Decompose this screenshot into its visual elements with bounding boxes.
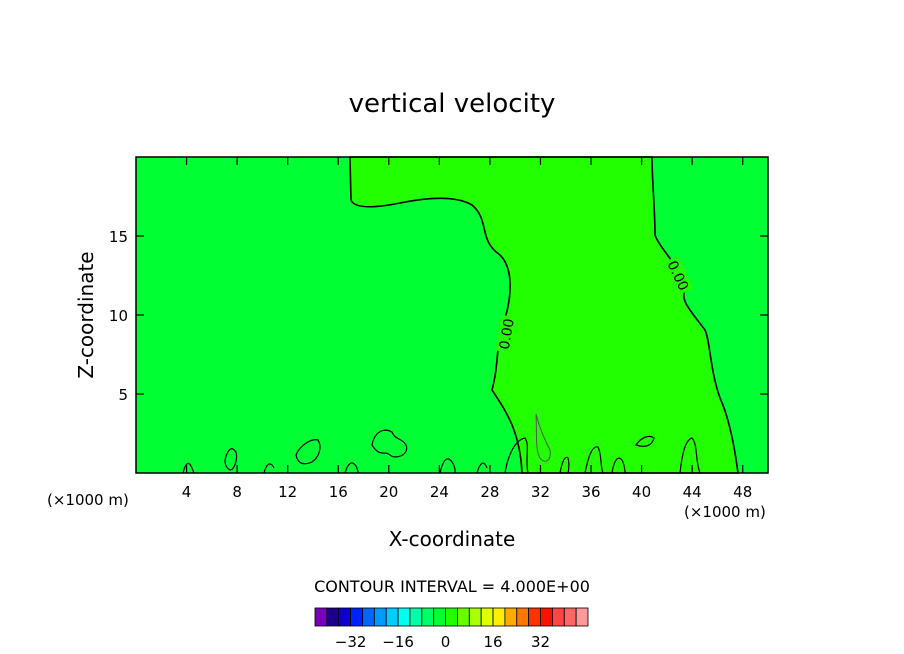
x-axis-label: X-coordinate bbox=[389, 527, 516, 551]
colorbar-swatch bbox=[504, 607, 518, 627]
colorbar-swatch bbox=[516, 607, 530, 627]
colorbar-swatch bbox=[421, 607, 435, 627]
colorbar-swatch bbox=[338, 607, 352, 627]
colorbar-swatch bbox=[326, 607, 340, 627]
contour-label-bg bbox=[495, 314, 518, 354]
contour-line-small-5 bbox=[224, 448, 238, 471]
x-tick-label: 20 bbox=[379, 483, 398, 501]
colorbar-swatch bbox=[492, 607, 506, 627]
contour-line-small-11 bbox=[584, 446, 604, 474]
colorbar-swatch bbox=[373, 607, 387, 627]
x-tick-label: 40 bbox=[632, 483, 651, 501]
plot-area: 0.000.00 bbox=[135, 156, 769, 474]
colorbar-swatch bbox=[480, 607, 494, 627]
x-tick-label: 8 bbox=[232, 483, 242, 501]
colorbar-swatch bbox=[433, 607, 446, 627]
colorbar-swatch bbox=[409, 607, 423, 627]
colorbar-tick-label: 0 bbox=[441, 633, 451, 651]
contour-label: 0.00 bbox=[497, 317, 518, 350]
contour-line-small-2 bbox=[535, 413, 551, 462]
y-axis-ticks: 5 10 15 bbox=[109, 228, 768, 404]
x-tick-label: 4 bbox=[182, 483, 192, 501]
colorbar bbox=[314, 607, 589, 627]
y-tick-label: 15 bbox=[109, 228, 128, 246]
contour-line-small-14 bbox=[263, 463, 275, 474]
colorbar-swatch bbox=[575, 607, 589, 627]
contour-line-small-8 bbox=[679, 437, 701, 474]
x-tick-label: 28 bbox=[480, 483, 499, 501]
colorbar-swatch bbox=[445, 607, 458, 627]
y-axis-label: Z-coordinate bbox=[74, 251, 98, 378]
contour-line-small-7 bbox=[559, 456, 570, 474]
x-tick-label: 24 bbox=[430, 483, 449, 501]
colorbar-swatch bbox=[457, 607, 470, 627]
contour-line-small-4 bbox=[295, 439, 321, 465]
colorbar-tick-labels: −32 −16 0 16 32 bbox=[335, 633, 550, 651]
x-tick-label: 16 bbox=[329, 483, 348, 501]
y-tick-label: 10 bbox=[109, 307, 128, 325]
y-tick-label: 5 bbox=[118, 386, 128, 404]
colorbar-swatch bbox=[540, 607, 553, 627]
contour-interval-text: CONTOUR INTERVAL = 4.000E+00 bbox=[314, 577, 590, 596]
colorbar-swatch bbox=[551, 607, 565, 627]
x-tick-label: 44 bbox=[683, 483, 702, 501]
colorbar-swatch bbox=[385, 607, 399, 627]
colorbar-swatch bbox=[528, 607, 541, 627]
colorbar-swatch bbox=[314, 607, 328, 627]
contour-line-small-1 bbox=[371, 429, 408, 458]
x-unit-left: (×1000 m) bbox=[47, 491, 129, 509]
chart-title: vertical velocity bbox=[349, 89, 556, 119]
colorbar-swatch bbox=[397, 607, 411, 627]
x-tick-label: 12 bbox=[278, 483, 297, 501]
colorbar-swatch bbox=[362, 607, 375, 627]
colorbar-swatch bbox=[468, 607, 482, 627]
x-unit-right: (×1000 m) bbox=[684, 503, 766, 521]
x-tick-label: 48 bbox=[733, 483, 752, 501]
colorbar-tick-label: −16 bbox=[382, 633, 414, 651]
colorbar-tick-label: −32 bbox=[335, 633, 367, 651]
contour-line-small-15 bbox=[476, 462, 488, 474]
colorbar-tick-label: 32 bbox=[531, 633, 550, 651]
contour-line-small-3 bbox=[635, 435, 655, 447]
contour-line-small-6 bbox=[439, 458, 456, 474]
x-axis-ticks: 4 8 12 16 20 24 28 32 36 40 44 48 bbox=[182, 157, 752, 501]
contour-line-small-12 bbox=[611, 457, 627, 474]
colorbar-swatch bbox=[563, 607, 577, 627]
colorbar-tick-label: 16 bbox=[483, 633, 502, 651]
x-tick-label: 36 bbox=[581, 483, 600, 501]
contour-line-small-10 bbox=[504, 437, 529, 474]
contour-label-bg bbox=[663, 255, 694, 296]
colorbar-swatch bbox=[350, 607, 363, 627]
x-tick-label: 32 bbox=[531, 483, 550, 501]
